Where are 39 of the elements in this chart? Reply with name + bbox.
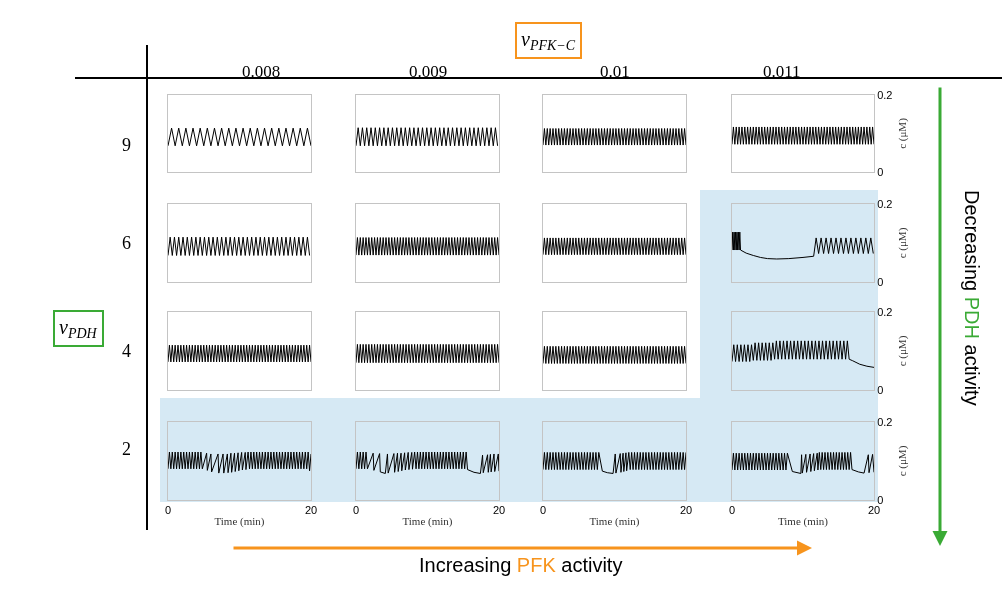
x-tick-label: 0 [539, 504, 547, 517]
text: 4 [122, 341, 131, 361]
text: 2 [122, 439, 131, 459]
x-axis-title: Time (min) [214, 515, 265, 529]
y-tick-label: 0.2 [877, 305, 893, 318]
text: v$_{PDH}$ [59, 316, 98, 342]
y-tick-label: 0 [877, 493, 884, 506]
chart-title: 0.011 [763, 62, 801, 81]
x-tick-label: 20 [679, 504, 693, 517]
y-axis-title: c (μM) [895, 227, 909, 259]
y-axis-title: c (μM) [895, 445, 909, 477]
y-tick-label: 0.2 [877, 197, 893, 210]
chart-title: 0.009 [409, 62, 448, 81]
x-axis-title: Time (min) [589, 515, 640, 529]
x-tick-label: 0 [352, 504, 360, 517]
line-series [732, 340, 874, 368]
text: v$_{PFK−C}$ [521, 28, 576, 54]
y-tick-label: 0 [877, 383, 884, 396]
line-series [732, 451, 874, 474]
x-tick-label: 0 [164, 504, 172, 517]
chart-title: 0.01 [600, 62, 630, 81]
text: 9 [122, 135, 131, 155]
x-tick-label: 20 [867, 504, 881, 517]
y-tick-label: 0 [877, 275, 884, 288]
x-tick-label: 20 [304, 504, 318, 517]
y-tick-label: 0.2 [877, 415, 893, 428]
x-tick-label: 20 [492, 504, 506, 517]
text: Decreasing PDH activity [961, 190, 983, 406]
x-axis-title: Time (min) [777, 515, 829, 529]
chart-title: 0.008 [242, 62, 281, 81]
y-axis-title: c (μM) [895, 335, 909, 367]
x-axis-title: Time (min) [402, 515, 453, 529]
y-tick-label: 0 [877, 165, 884, 178]
text: 6 [122, 233, 131, 253]
text: Increasing PFK activity [419, 554, 623, 576]
y-tick-label: 0.2 [877, 88, 893, 101]
y-axis-title: c (μM) [895, 117, 909, 149]
line-series [732, 231, 874, 260]
x-tick-label: 0 [728, 504, 736, 517]
